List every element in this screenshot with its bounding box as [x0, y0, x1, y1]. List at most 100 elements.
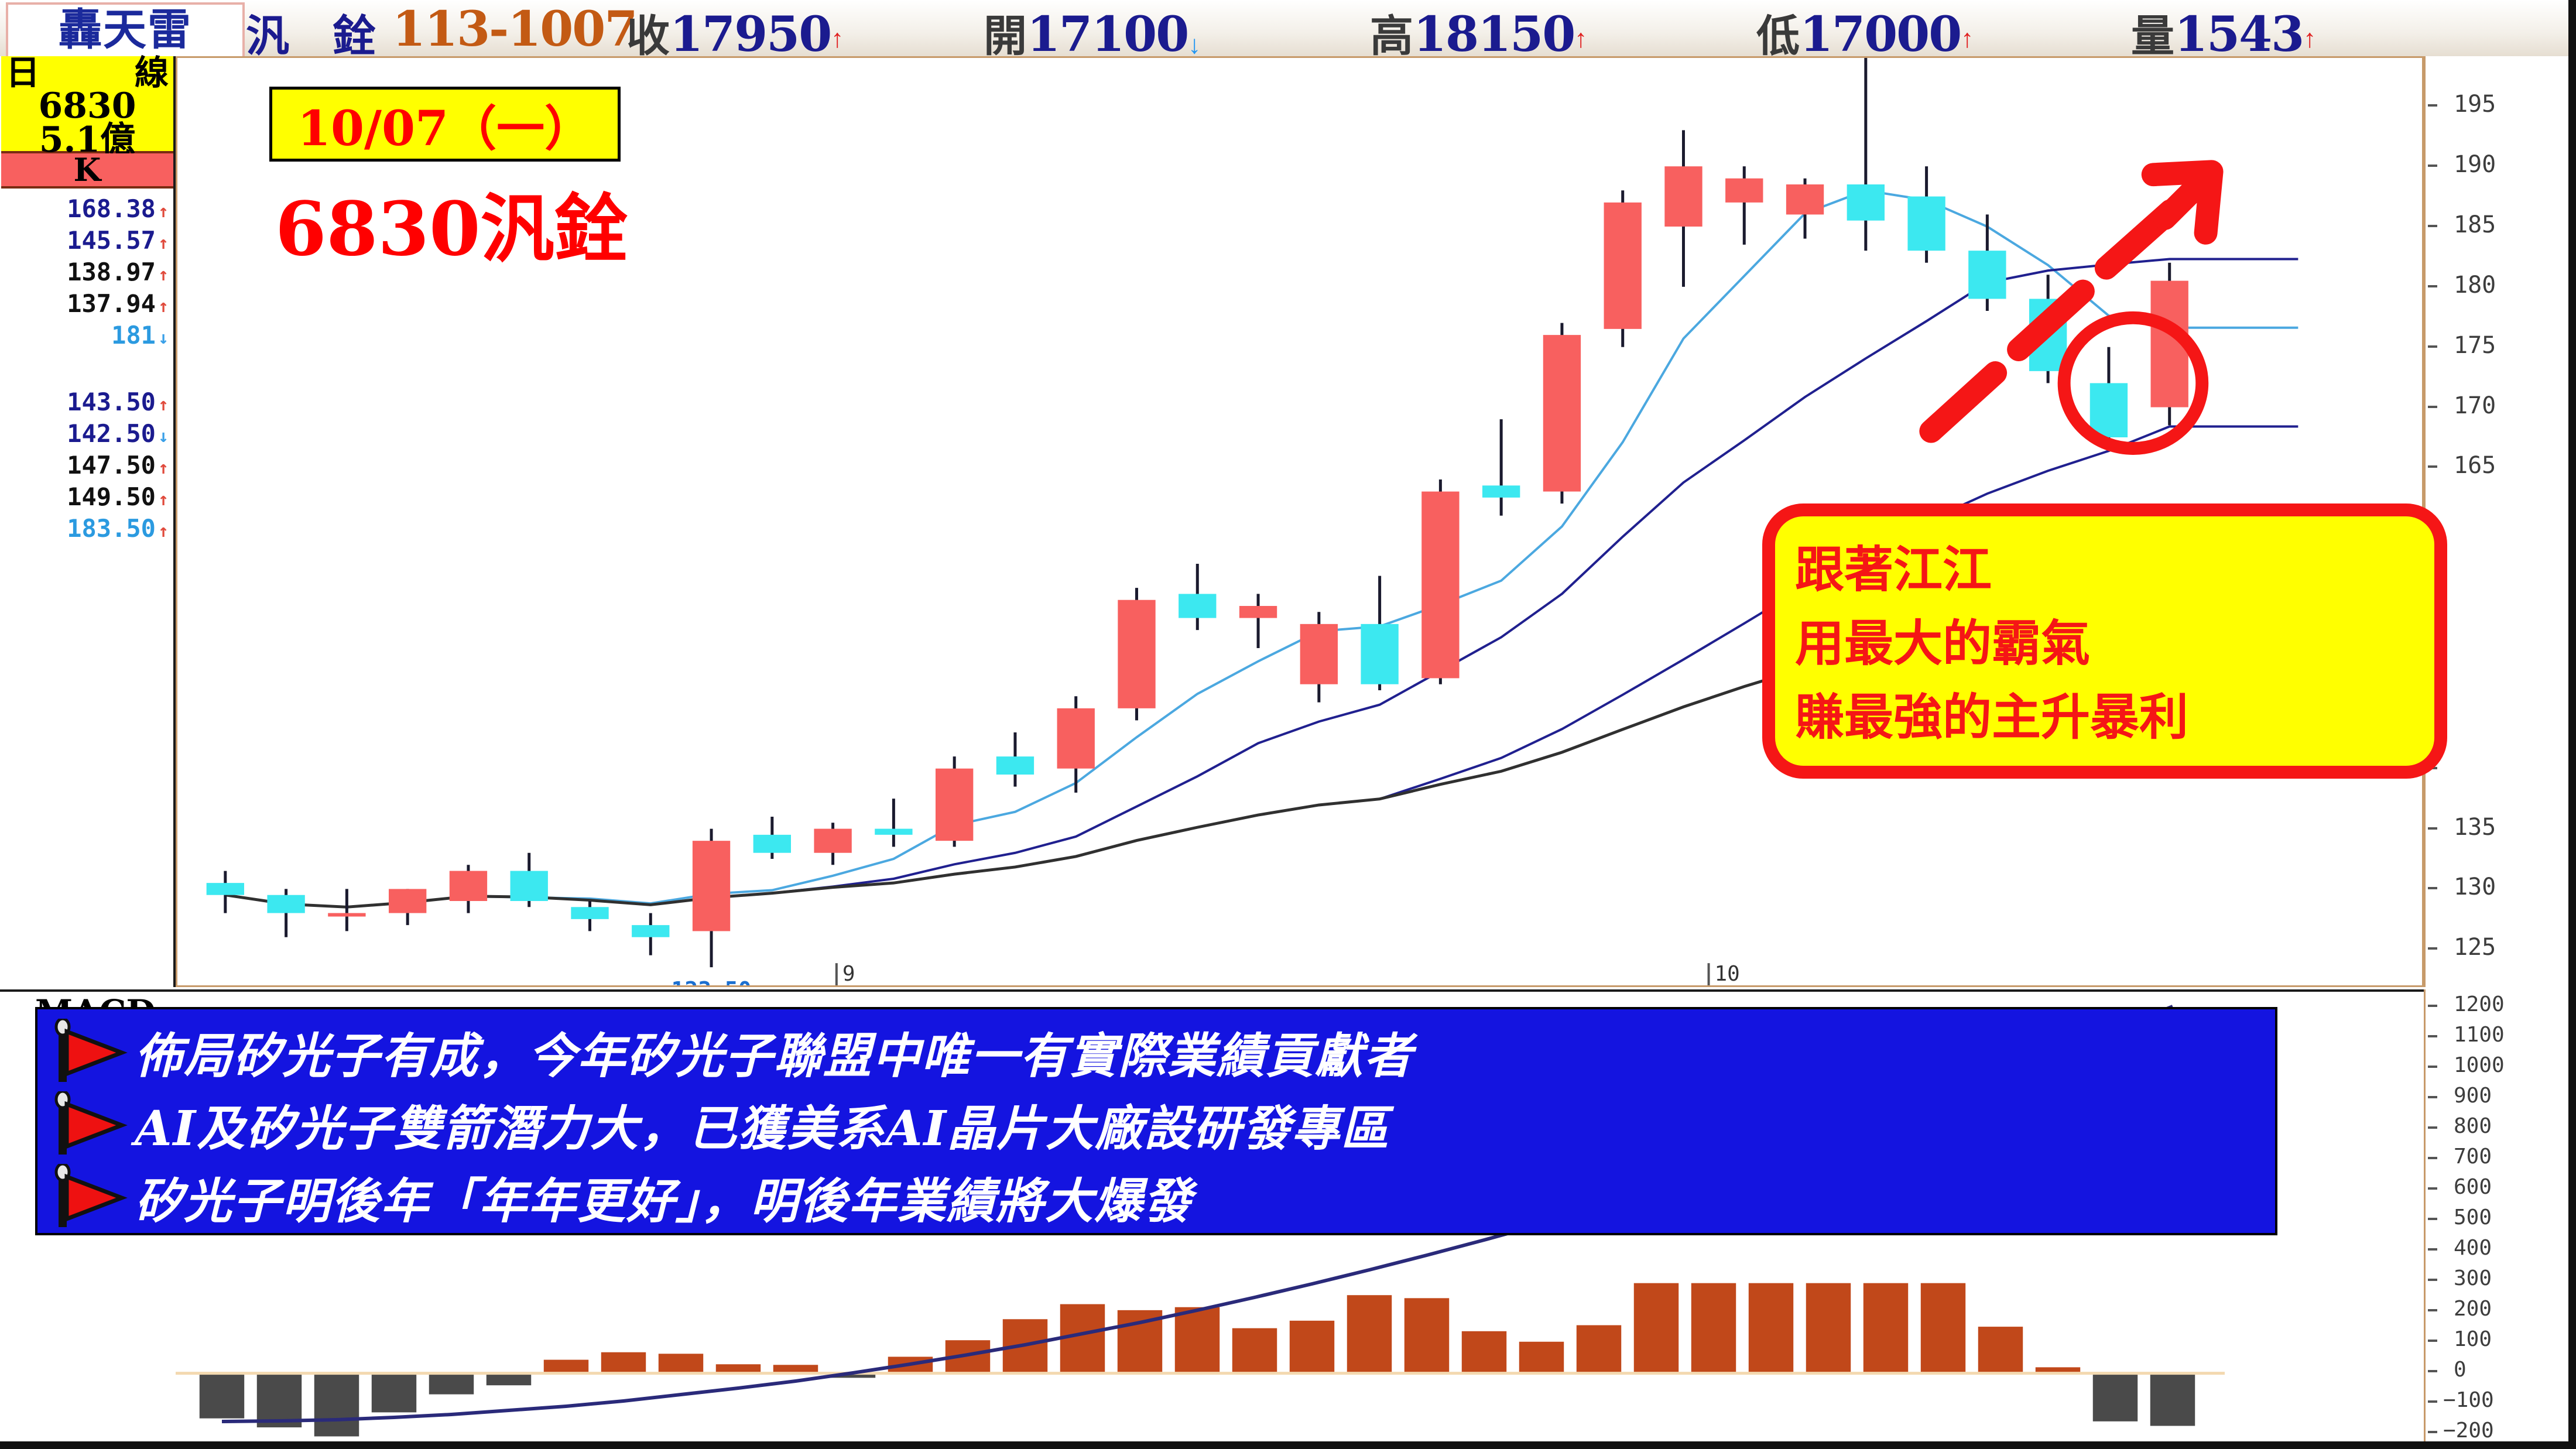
price-axis-label: 175	[2454, 331, 2496, 359]
volume-axis-label: 0	[2454, 1358, 2467, 1382]
volume-axis-tick	[2428, 1218, 2437, 1220]
ticker-low: 低17000↑	[1756, 1, 1974, 68]
red-flag-icon	[47, 1090, 135, 1157]
high-label: 高	[1370, 11, 1413, 61]
high-arrow-up-icon: ↑	[1574, 24, 1588, 53]
volume-axis-label: 800	[2454, 1114, 2492, 1138]
volume-axis-tick	[2428, 1248, 2437, 1251]
volume-bar	[1289, 1320, 1335, 1373]
news-line-1-text: 佈局矽光子有成，今年矽光子聯盟中唯一有實際業績貢獻者	[135, 1027, 1413, 1084]
volume-bar	[715, 1364, 761, 1373]
volume-axis-tick	[2428, 1066, 2437, 1068]
candlestick-plot[interactable]: 199.00123.50910	[177, 58, 2422, 985]
volume-bar	[1519, 1341, 1564, 1373]
volume-axis: 1200 1100 1000 900 800 700 600 500 400 300 200 100 0…	[2424, 989, 2576, 1449]
news-line-3-text: 矽光子明後年「年年更好」，明後年業績將大爆發	[135, 1173, 1193, 1229]
volume-axis-tick	[2428, 1096, 2437, 1098]
brand-logo-text: 轟天雷	[59, 5, 192, 55]
up-trend-arrow-icon	[1919, 160, 2224, 443]
indicator-value-row: 137.94 ↑	[67, 289, 169, 318]
stock-name-text: 汎 銓	[246, 11, 376, 61]
volume-bar	[1806, 1283, 1851, 1373]
ticker-code-date: 113-1007	[392, 1, 638, 57]
volume-axis-tick	[2428, 1005, 2437, 1007]
volume-bar	[314, 1373, 359, 1437]
volume-axis-label: 900	[2454, 1084, 2492, 1108]
volume-bar	[1748, 1283, 1794, 1373]
price-axis-tick	[2428, 465, 2437, 468]
volume-bar	[256, 1373, 302, 1428]
price-axis-label: 195	[2454, 91, 2496, 118]
right-border	[2568, 0, 2576, 1449]
volume-bar	[543, 1359, 589, 1373]
volume-axis-tick	[2428, 1157, 2437, 1159]
news-highlight-box: 佈局矽光子有成，今年矽光子聯盟中唯一有實際業績貢獻者 AI及矽光子雙箭潛力大，已…	[35, 1007, 2277, 1235]
volume-bar	[199, 1373, 245, 1419]
ticker-open: 開17100↓	[984, 1, 1201, 68]
volume-axis-label: 400	[2454, 1236, 2492, 1260]
volume-bar	[2035, 1367, 2081, 1373]
indicator-value-row: 149.50 ↑	[67, 482, 169, 511]
open-label: 開	[984, 11, 1027, 61]
indicator-value-row: 143.50 ↑	[67, 388, 169, 416]
close-label: 收	[626, 11, 670, 61]
close-arrow-up-icon: ↑	[831, 24, 844, 53]
low-label: 低	[1756, 11, 1800, 61]
volume-axis-tick	[2428, 1340, 2437, 1342]
volume-bar	[1691, 1283, 1736, 1373]
volume-axis-label: 1200	[2454, 992, 2505, 1016]
ticker-volume: 量1543↑	[2131, 1, 2316, 64]
volume-bar	[1978, 1327, 2023, 1373]
volume-axis-tick	[2428, 1431, 2437, 1433]
price-axis-label: 165	[2454, 452, 2496, 479]
price-axis: 195 190 185 180 175 170 165 135 130 125	[2424, 56, 2576, 987]
indicator-value-row: 168.38 ↑	[67, 194, 169, 223]
price-axis-label: 180	[2454, 271, 2496, 299]
low-arrow-up-icon: ↑	[1961, 24, 1974, 53]
volume-bar	[601, 1352, 646, 1373]
price-axis-tick	[2428, 827, 2437, 830]
ticker-high: 高18150↑	[1370, 1, 1588, 68]
volume-axis-label: 600	[2454, 1175, 2492, 1199]
period-right-label: 線	[134, 53, 169, 93]
volume-bar	[1633, 1283, 1679, 1373]
price-axis-tick	[2428, 345, 2437, 348]
volume-bar	[1920, 1283, 1966, 1373]
volume-arrow-up-icon: ↑	[2303, 24, 2317, 53]
volume-axis-tick	[2428, 1035, 2437, 1037]
x-axis-label: 10	[1715, 962, 1740, 985]
close-value: 17950	[670, 6, 832, 68]
volume-axis-label: 300	[2454, 1266, 2492, 1290]
volume-bar	[1576, 1325, 1622, 1373]
volume-bars-plot[interactable]	[176, 998, 2424, 1448]
stock-code-value: 6830	[38, 85, 136, 126]
price-axis-label: 185	[2454, 211, 2496, 238]
open-arrow-down-icon: ↓	[1188, 30, 1201, 60]
volume-axis-label: 700	[2454, 1145, 2492, 1169]
volume-axis-tick	[2428, 1400, 2437, 1403]
volume-bar	[2150, 1373, 2195, 1426]
brand-logo: 轟天雷	[6, 2, 245, 59]
volume-axis-label: 1100	[2454, 1023, 2505, 1047]
volume-axis-label: 100	[2454, 1327, 2492, 1351]
ticker-stock-name: 汎 銓	[246, 1, 376, 64]
volume-axis-tick	[2428, 1370, 2437, 1372]
volume-bar	[2092, 1373, 2138, 1421]
volume-axis-label: −100	[2443, 1388, 2494, 1412]
callout-line-3: 賺最強的主升暴利	[1795, 688, 2189, 746]
high-value: 18150	[1413, 6, 1575, 68]
volume-bar	[1347, 1295, 1392, 1373]
price-axis-tick	[2428, 104, 2437, 107]
promo-callout: 跟著江江 用最大的霸氣 賺最強的主升暴利	[1762, 503, 2447, 779]
volume-axis-label: 200	[2454, 1297, 2492, 1321]
volume-bar	[1863, 1283, 1909, 1373]
indicator-value-row: 147.50 ↑	[67, 451, 169, 479]
news-line: AI及矽光子雙箭潛力大，已獲美系AI晶片大廠設研發專區	[37, 1088, 2275, 1160]
x-axis-label: 9	[842, 962, 855, 985]
volume-bar	[1404, 1298, 1450, 1373]
price-axis-label: 170	[2454, 392, 2496, 419]
volume-axis-tick	[2428, 1279, 2437, 1281]
indicator-value-row: 145.57 ↑	[67, 226, 169, 255]
red-flag-icon	[47, 1017, 135, 1084]
price-axis-tick	[2428, 285, 2437, 287]
